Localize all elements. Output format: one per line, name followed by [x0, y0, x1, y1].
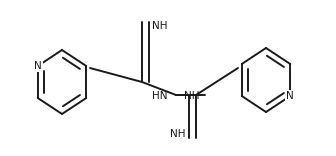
Text: N: N: [34, 61, 42, 71]
Text: N: N: [286, 91, 294, 101]
Text: HN: HN: [152, 91, 168, 101]
Text: NH: NH: [170, 129, 186, 139]
Text: NH: NH: [184, 91, 200, 101]
Text: NH: NH: [152, 21, 168, 31]
